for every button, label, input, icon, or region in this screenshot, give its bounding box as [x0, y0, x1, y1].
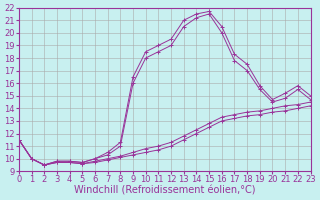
X-axis label: Windchill (Refroidissement éolien,°C): Windchill (Refroidissement éolien,°C) [74, 186, 255, 196]
